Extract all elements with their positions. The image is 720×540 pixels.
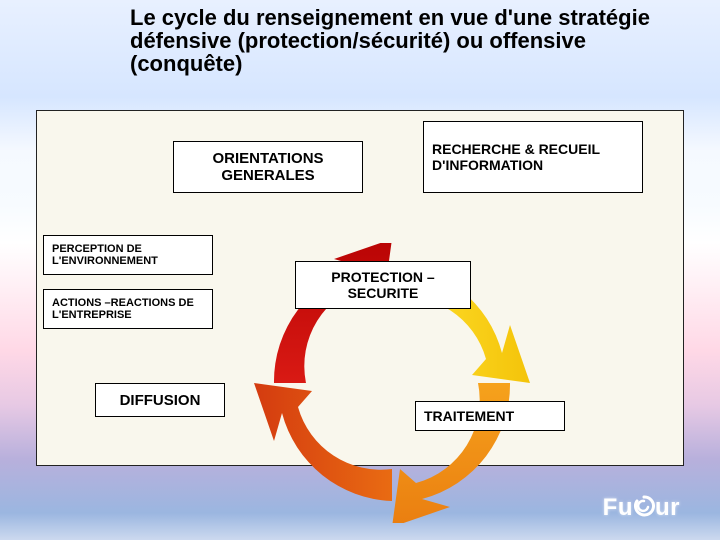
arrow-bottom-left	[254, 383, 392, 501]
logo-part-right: ur	[655, 494, 680, 521]
box-orientations: ORIENTATIONS GENERALES	[173, 141, 363, 193]
box-perception: PERCEPTION DE L'ENVIRONNEMENT	[43, 235, 213, 275]
box-center: PROTECTION – SECURITE	[295, 261, 471, 309]
logo-part-left: Fu	[603, 494, 633, 521]
slide: Le cycle du renseignement en vue d'une s…	[0, 0, 720, 540]
brand-logo: Fu ur	[603, 493, 680, 522]
box-diffusion: DIFFUSION	[95, 383, 225, 417]
box-actions: ACTIONS –REACTIONS DE L'ENTREPRISE	[43, 289, 213, 329]
box-traitement: TRAITEMENT	[415, 401, 565, 431]
box-recherche: RECHERCHE & RECUEIL D'INFORMATION	[423, 121, 643, 193]
diagram-panel: ORIENTATIONS GENERALES RECHERCHE & RECUE…	[36, 110, 684, 466]
swirl-icon	[633, 495, 655, 524]
page-title: Le cycle du renseignement en vue d'une s…	[130, 6, 690, 75]
